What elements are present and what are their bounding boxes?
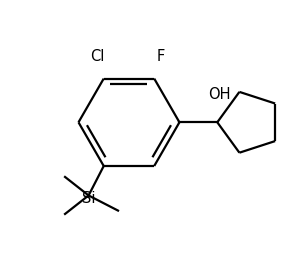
Text: Cl: Cl bbox=[90, 49, 104, 64]
Text: F: F bbox=[157, 49, 165, 64]
Text: OH: OH bbox=[208, 87, 231, 102]
Text: Si: Si bbox=[82, 190, 95, 205]
